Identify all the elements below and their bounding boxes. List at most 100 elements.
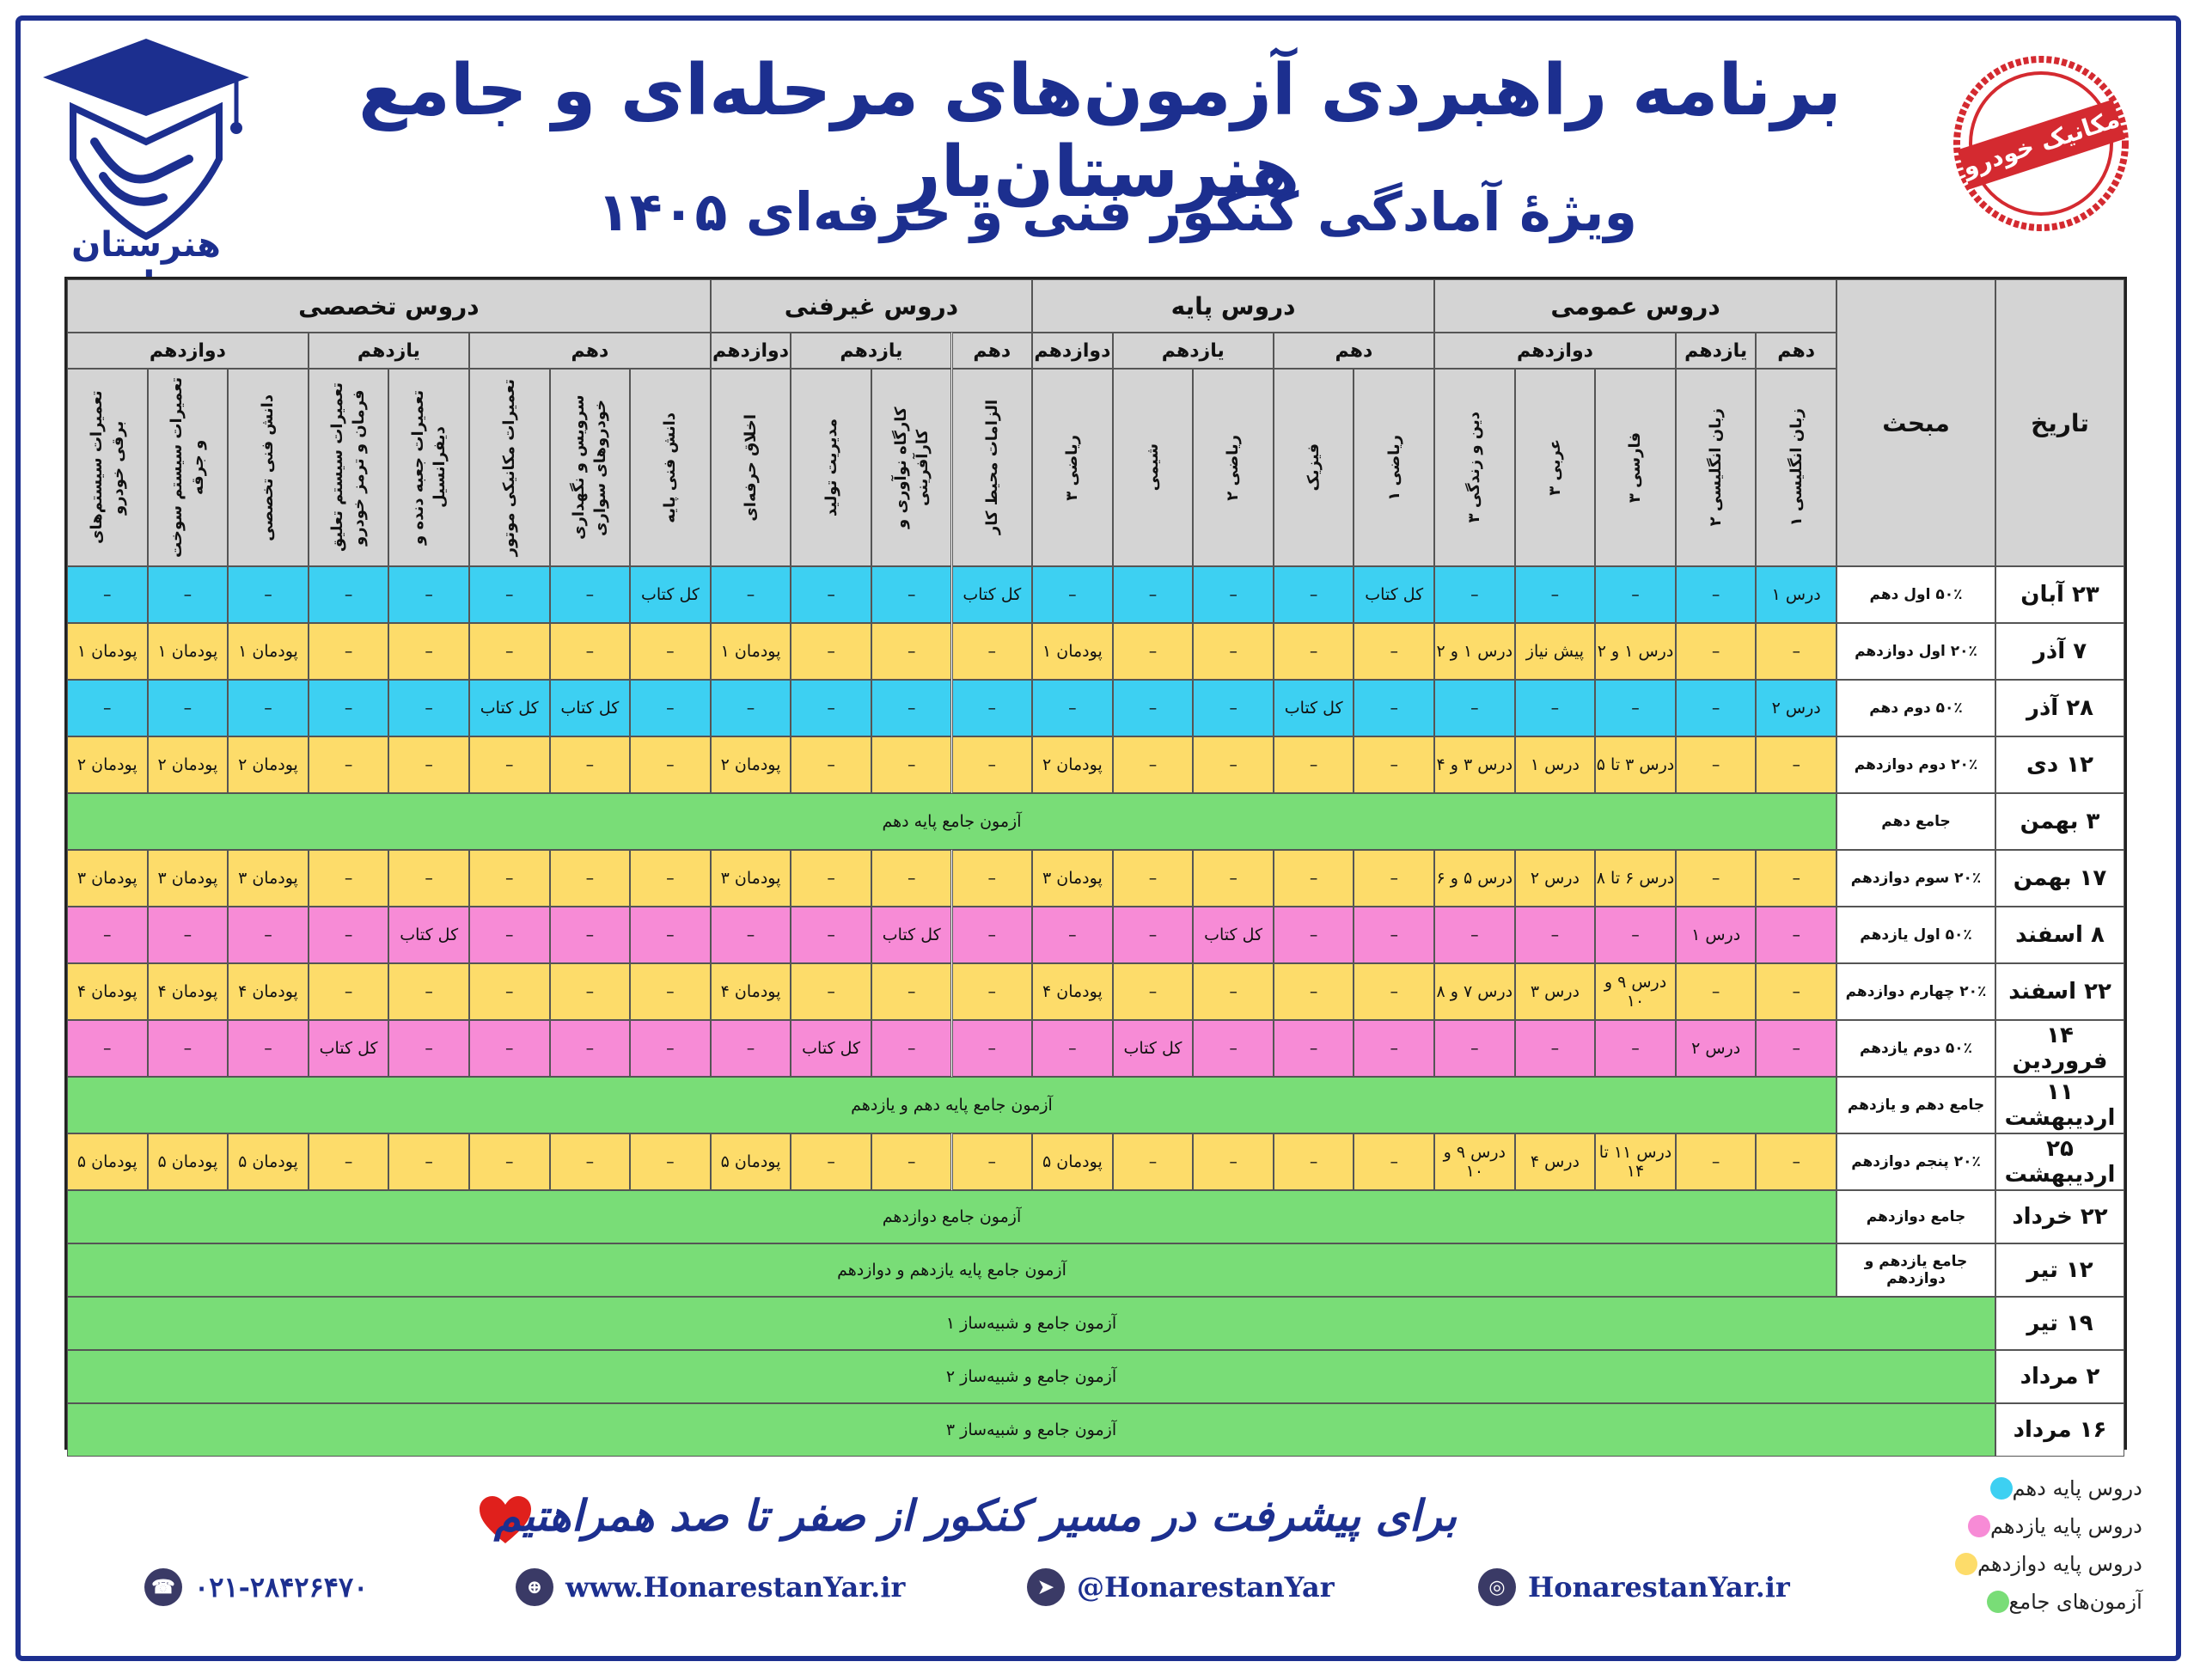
table-cell: – [1273, 963, 1354, 1020]
table-cell: – [791, 1133, 871, 1190]
row-topic: ۲۰٪ پنجم دوازدهم [1836, 1133, 1995, 1190]
row-topic: جامع دوازدهم [1836, 1190, 1995, 1243]
table-cell: درس ۲ [1675, 1020, 1757, 1077]
merged-exam-cell: آزمون جامع و شبیه‌ساز ۲ [67, 1350, 1995, 1403]
table-cell: درس ۷ و ۸ [1434, 963, 1515, 1020]
subject-header: تعمیرات سیستم سوخت و جرقه [147, 369, 229, 566]
row-date: ۱۱ اردیبهشت [1995, 1077, 2124, 1133]
table-cell: – [549, 623, 631, 680]
page-subtitle: ویژهٔ آمادگی کنکور فنی و حرفه‌ای ۱۴۰۵ [596, 180, 1638, 243]
table-cell: – [1514, 680, 1596, 736]
grade-header: دهم [468, 333, 711, 369]
table-cell: پیش نیاز [1514, 623, 1596, 680]
table-cell: – [1193, 680, 1274, 736]
table-cell: پودمان ۴ [147, 963, 229, 1020]
subject-label: دانش فنی تخصصی [259, 394, 278, 541]
table-cell: درس ۳ تا ۵ [1595, 736, 1676, 793]
table-cell: – [1514, 566, 1596, 623]
table-cell: – [1354, 680, 1435, 736]
legend: دروس پایه دهم دروس پایه یازدهم دروس پایه د… [1946, 1469, 2142, 1621]
table-cell: کل کتاب [871, 907, 952, 963]
table-cell: – [1354, 1133, 1435, 1190]
table-cell: – [1595, 1020, 1676, 1077]
legend-item: آزمون‌های جامع [1946, 1583, 2142, 1621]
subject-header: سرویس و نگهداری خودروهای سواری [549, 369, 631, 566]
subject-header: مدیریت تولید [791, 369, 871, 566]
subject-label: تعمیرات سیستم تعلیق فرمان و ترمز خودرو [328, 382, 369, 553]
table-cell: پودمان ۳ [67, 850, 148, 907]
table-cell: درس ۲ [1514, 850, 1596, 907]
table-cell: درس ۹ و ۱۰ [1434, 1133, 1515, 1190]
subject-label: زبان انگلیسی ۲ [1707, 408, 1726, 527]
table-cell: – [1032, 907, 1113, 963]
table-cell: – [951, 1133, 1033, 1190]
subject-label: دانش فنی پایه [661, 412, 680, 523]
slogan: برای پیشرفت در مسیر کنکور از صفر تا صد ه… [493, 1491, 1458, 1541]
row-date: ۲ مرداد [1995, 1350, 2124, 1403]
table-cell: پودمان ۱ [228, 623, 309, 680]
table-cell: – [630, 907, 711, 963]
row-topic: ۵۰٪ اول یازدهم [1836, 907, 1995, 963]
heart-icon [480, 1496, 531, 1543]
grade-header: دهم [951, 333, 1033, 369]
row-topic: ۲۰٪ چهارم دوازدهم [1836, 963, 1995, 1020]
table-cell: درس ۱ و ۲ [1595, 623, 1676, 680]
table-cell: – [1273, 623, 1354, 680]
table-cell: – [1434, 907, 1515, 963]
table-cell: – [630, 623, 711, 680]
table-cell: – [549, 850, 631, 907]
table-cell: – [1112, 566, 1194, 623]
table-cell: درس ۵ و ۶ [1434, 850, 1515, 907]
table-cell: – [388, 623, 469, 680]
table-cell: – [951, 963, 1033, 1020]
subject-header: تعمیرات مکانیکی موتور [468, 369, 550, 566]
table-cell: – [1273, 566, 1354, 623]
table-cell: – [1675, 850, 1757, 907]
row-date: ۲۲ اسفند [1995, 963, 2124, 1020]
table-cell: – [1756, 736, 1836, 793]
table-cell: – [1675, 566, 1757, 623]
table-cell: – [1112, 736, 1194, 793]
subject-label: تعمیرات جعبه دنده و دیفرانسیل [408, 389, 449, 546]
table-cell: – [308, 623, 389, 680]
table-cell: کل کتاب [308, 1020, 389, 1077]
legend-swatch [1989, 1477, 2013, 1500]
table-cell: – [791, 566, 871, 623]
subject-label: مدیریت تولید [822, 418, 840, 517]
subject-label: ریاضی ۱ [1384, 434, 1403, 501]
legend-item: دروس پایه دهم [1946, 1469, 2142, 1507]
grade-header: یازدهم [1675, 333, 1757, 369]
row-date: ۱۶ مرداد [1995, 1403, 2124, 1457]
table-cell: – [388, 850, 469, 907]
table-cell: – [468, 736, 550, 793]
subject-label: ریاضی ۳ [1063, 434, 1082, 501]
table-cell: – [1112, 680, 1194, 736]
website-link[interactable]: ⊕ www.HonarestanYar.ir [516, 1568, 905, 1606]
table-cell: پودمان ۱ [1032, 623, 1113, 680]
table-cell: کل کتاب [549, 680, 631, 736]
table-cell: – [1193, 1020, 1274, 1077]
table-cell: – [228, 566, 309, 623]
table-cell: کل کتاب [468, 680, 550, 736]
table-cell: – [1675, 1133, 1757, 1190]
table-cell: – [549, 1133, 631, 1190]
page-frame [15, 15, 2181, 1661]
row-topic: ۲۰٪ اول دوازدهم [1836, 623, 1995, 680]
row-date: ۱۲ دی [1995, 736, 2124, 793]
row-date: ۸ اسفند [1995, 907, 2124, 963]
table-cell: درس ۲ [1756, 680, 1836, 736]
telegram-link[interactable]: ➤ @HonarestanYar [1027, 1568, 1335, 1606]
table-cell: پودمان ۴ [710, 963, 791, 1020]
table-cell: – [871, 850, 952, 907]
instagram-link[interactable]: ◎ HonarestanYar.ir [1478, 1568, 1790, 1606]
table-cell: – [871, 566, 952, 623]
table-cell: – [1675, 623, 1757, 680]
legend-item: دروس پایه یازدهم [1946, 1507, 2142, 1545]
subject-header: زبان انگلیسی ۱ [1756, 369, 1836, 566]
table-cell: – [1434, 566, 1515, 623]
table-cell: – [1434, 1020, 1515, 1077]
merged-exam-cell: آزمون جامع و شبیه‌ساز ۱ [67, 1297, 1995, 1350]
table-cell: درس ۱ [1756, 566, 1836, 623]
table-cell: کل کتاب [791, 1020, 871, 1077]
table-cell: – [1112, 1133, 1194, 1190]
